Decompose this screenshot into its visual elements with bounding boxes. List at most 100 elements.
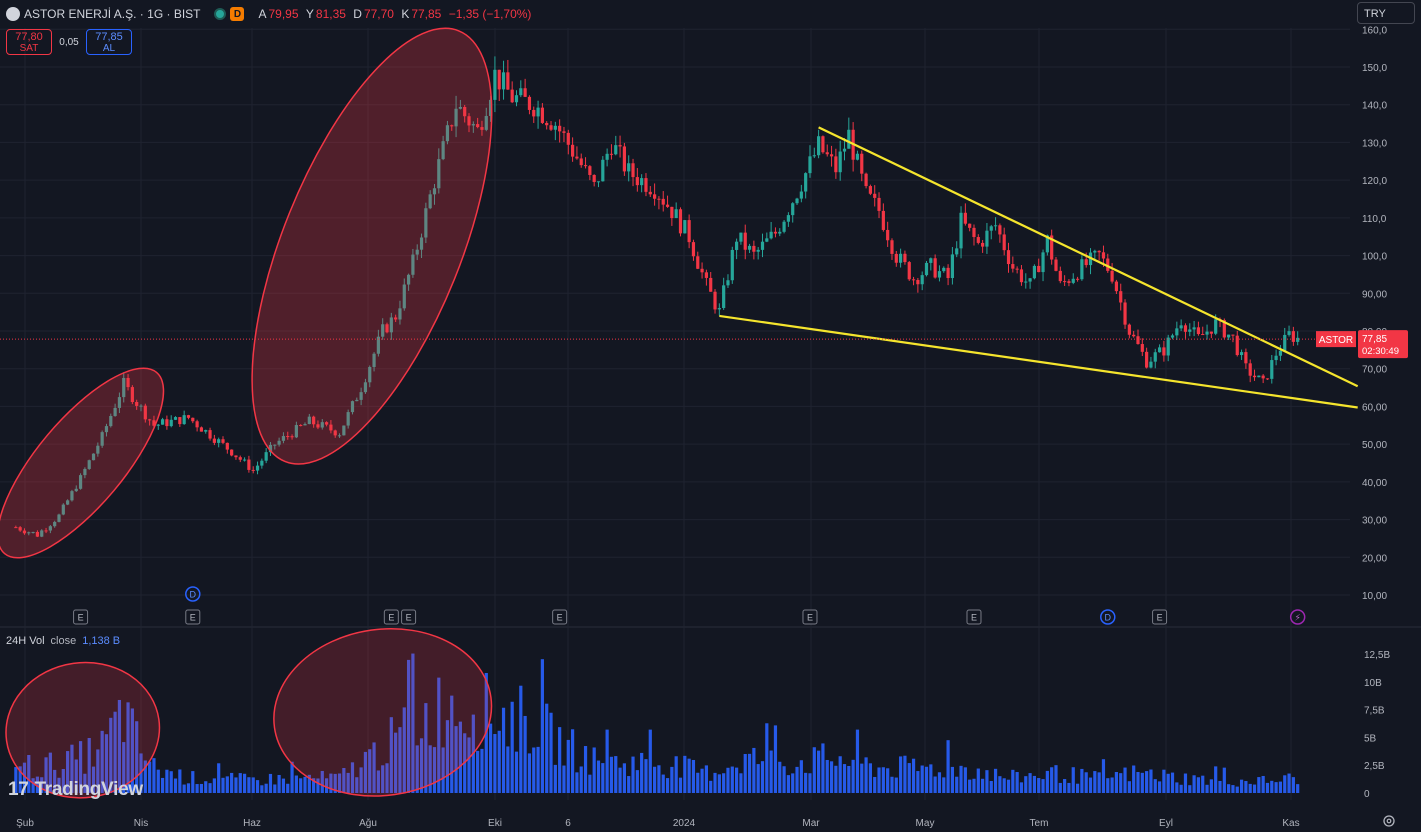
earnings-marker	[966, 609, 982, 625]
candle-body	[169, 419, 173, 427]
candle-body	[303, 424, 307, 426]
volume-bar	[1196, 777, 1201, 793]
volume-bar	[40, 777, 44, 793]
candle-body	[1270, 360, 1274, 379]
candle-body	[199, 427, 204, 432]
volume-bar	[406, 659, 411, 793]
volume-bar	[428, 745, 432, 793]
symbol-logo-icon	[6, 7, 20, 21]
volume-bar	[1106, 778, 1110, 793]
dividend-marker-label: D	[190, 590, 197, 600]
volume-bar	[109, 717, 113, 793]
high-value: 81,35	[315, 7, 346, 21]
candle-body	[195, 421, 199, 428]
symbol-title[interactable]: ASTOR ENERJİ A.Ş. · 1G · BIST	[24, 7, 201, 21]
earnings-marker-label: E	[388, 613, 394, 623]
volume-bar	[683, 755, 687, 793]
candle-body	[324, 422, 329, 425]
volume-tick-label: 0	[1364, 789, 1370, 800]
candle-body	[726, 280, 730, 286]
candle-body	[1028, 278, 1032, 282]
candle-body	[1127, 324, 1131, 335]
volume-bar	[234, 777, 238, 793]
candle-body	[18, 527, 22, 531]
volume-bar	[575, 772, 579, 793]
delayed-badge[interactable]: D	[230, 7, 245, 21]
candle-body	[773, 231, 778, 234]
volume-bar	[842, 764, 847, 793]
time-tick-label: Nis	[134, 818, 148, 829]
buy-button[interactable]: 77,85 AL	[86, 29, 132, 55]
candle-body	[588, 166, 592, 175]
volume-source: close	[50, 635, 77, 647]
candle-body	[730, 249, 734, 281]
volume-bar	[1287, 773, 1291, 793]
volume-bar	[221, 777, 225, 793]
volume-bar	[247, 777, 251, 793]
candle-body	[432, 188, 437, 195]
candle-body	[424, 208, 428, 238]
volume-bar	[829, 761, 834, 793]
volume-bar	[1075, 783, 1080, 793]
low-value: 77,70	[363, 7, 394, 21]
volume-bar	[208, 783, 212, 793]
candle-body	[1045, 235, 1049, 253]
price-axis: 10,0020,0030,0040,0050,0060,0070,0080,00…	[1362, 25, 1387, 602]
volume-bar	[756, 764, 760, 793]
candle-body	[1093, 250, 1097, 253]
candle-body	[804, 173, 808, 192]
candle-body	[27, 532, 31, 534]
candle-body	[549, 125, 553, 130]
candle-body	[575, 156, 579, 159]
event-markers: E D E E E E E E D E ⚡	[73, 586, 1306, 625]
tradingview-logo[interactable]: 17 TradingView	[8, 779, 143, 801]
candle-body	[1015, 268, 1019, 270]
volume-bar	[238, 773, 242, 793]
volume-bar	[799, 760, 803, 793]
candle-body	[497, 69, 501, 90]
settings-gear-icon[interactable]	[1382, 814, 1396, 828]
volume-bar	[186, 783, 191, 793]
candle-body	[74, 488, 78, 492]
candle-body	[968, 223, 972, 228]
candle-body	[217, 439, 221, 443]
trade-panel: 77,80 SAT 0,05 77,85 AL	[6, 29, 132, 55]
volume-bar	[324, 778, 329, 793]
volume-bar	[48, 752, 52, 793]
candle-body	[458, 107, 462, 109]
candle-body	[471, 124, 475, 126]
volume-bar	[519, 685, 523, 793]
candle-body	[877, 197, 881, 211]
earnings-marker	[73, 609, 89, 625]
candle-body	[234, 455, 238, 458]
earnings-marker-label: E	[78, 613, 84, 623]
price-tick-label: 120,0	[1362, 176, 1387, 187]
volume-bar	[1274, 782, 1278, 793]
volume-bar	[1218, 780, 1222, 793]
sell-button[interactable]: 77,80 SAT	[6, 29, 52, 55]
volume-bar	[592, 747, 596, 793]
market-status[interactable]: D	[214, 7, 245, 21]
volume-bar	[704, 765, 708, 793]
volume-bar	[31, 778, 35, 793]
volume-bar	[204, 781, 208, 793]
volume-bar	[83, 773, 87, 793]
candle-body	[1205, 331, 1209, 335]
volume-bar	[337, 773, 342, 793]
volume-bar	[1239, 779, 1244, 793]
earnings-marker-label: E	[807, 613, 813, 623]
volume-legend[interactable]: 24H Vol close 1,138 B	[6, 635, 120, 647]
candle-body	[635, 177, 639, 186]
last-price-tag	[1358, 330, 1408, 359]
candle-body	[1119, 291, 1123, 303]
volume-bar	[143, 760, 147, 793]
candle-body	[411, 254, 415, 275]
currency-select[interactable]: TRY	[1357, 2, 1415, 24]
volume-bar	[773, 725, 778, 793]
volume-bar	[622, 763, 626, 793]
candle-body	[230, 449, 234, 456]
candle-body	[57, 514, 61, 522]
time-tick-label: Ağu	[359, 818, 377, 829]
volume-bar	[950, 766, 955, 793]
